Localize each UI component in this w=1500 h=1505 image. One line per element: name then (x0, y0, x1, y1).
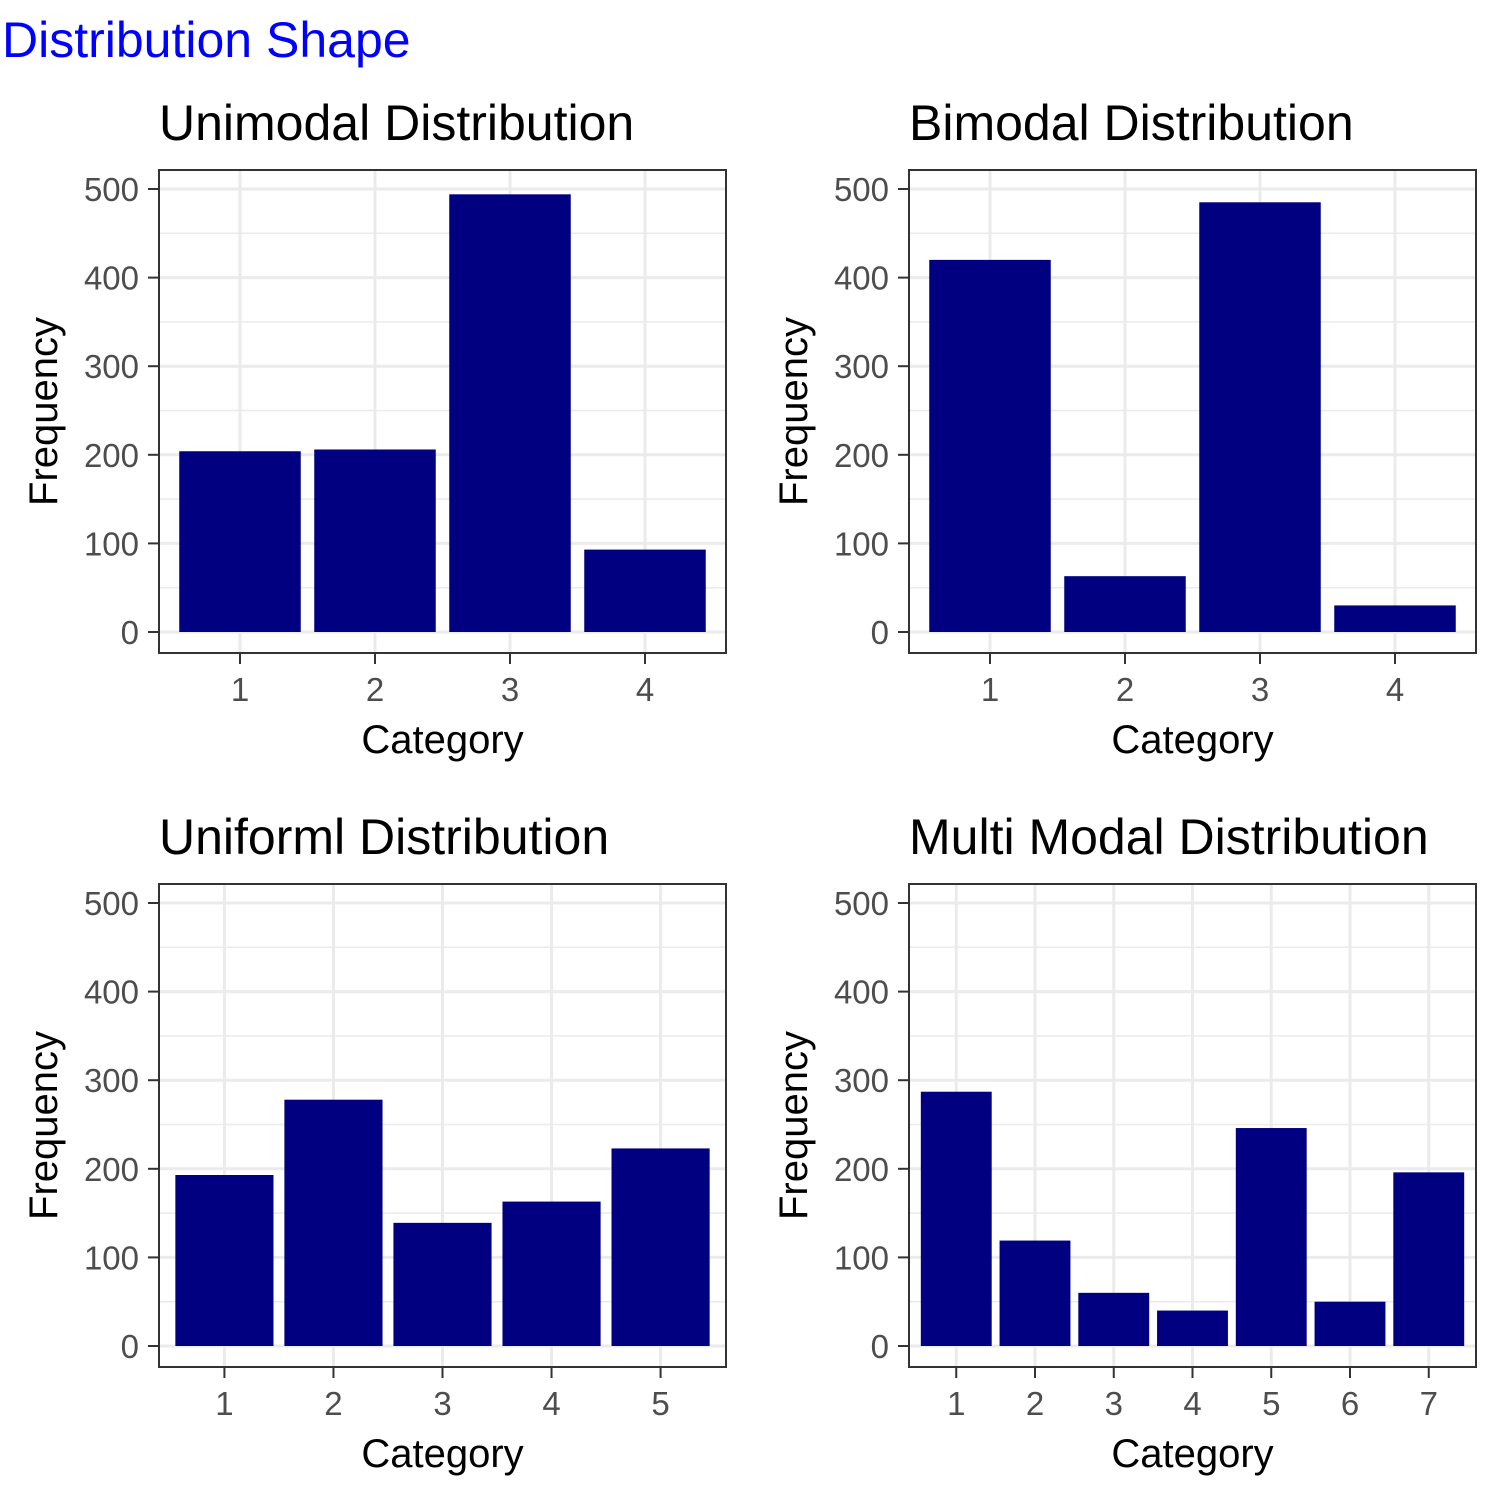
panel-title: Uniforml Distribution (159, 809, 609, 865)
y-tick-label: 400 (84, 974, 139, 1011)
bar-category-1 (175, 1175, 274, 1346)
x-tick-label: 2 (1026, 1385, 1044, 1422)
y-tick-label: 400 (834, 974, 889, 1011)
panel-3: 0 100 200 300 400 500 1 2 3 4 5 Uniforml Distributi… (22, 809, 727, 1476)
bar-category-5 (611, 1148, 710, 1346)
y-tick-label: 300 (84, 348, 139, 385)
y-tick-label: 200 (834, 1151, 889, 1188)
x-tick-label: 5 (651, 1385, 669, 1422)
panel-title: Bimodal Distribution (909, 95, 1354, 151)
x-tick-label: 4 (542, 1385, 560, 1422)
y-tick-label: 300 (84, 1062, 139, 1099)
y-axis-title: Frequency (772, 1031, 816, 1220)
y-tick-label: 400 (834, 260, 889, 297)
y-tick-label: 100 (834, 1239, 889, 1276)
bar-category-2 (284, 1099, 383, 1346)
y-tick-label: 300 (834, 348, 889, 385)
bar-category-5 (1235, 1128, 1307, 1346)
x-tick-label: 4 (636, 671, 654, 708)
bar-category-4 (1157, 1310, 1228, 1346)
x-tick-label: 2 (324, 1385, 342, 1422)
bar-category-1 (929, 259, 1051, 632)
y-tick-label: 500 (834, 171, 889, 208)
y-tick-label: 400 (84, 260, 139, 297)
x-tick-label: 3 (501, 671, 519, 708)
bar-category-1 (920, 1091, 992, 1346)
panel-4: 0 100 200 300 400 500 1 2 3 4 5 6 7 Multi Modal Distr… (772, 809, 1477, 1476)
x-tick-label: 2 (366, 671, 384, 708)
bar-category-1 (179, 451, 301, 632)
y-axis-title: Frequency (772, 317, 816, 506)
bar-category-3 (393, 1222, 492, 1346)
panel-title: Unimodal Distribution (159, 95, 634, 151)
y-tick-label: 500 (84, 171, 139, 208)
y-tick-label: 100 (834, 525, 889, 562)
plot-border (908, 169, 1477, 654)
x-tick-label: 1 (231, 671, 249, 708)
plot-border (158, 169, 727, 654)
x-axis-title: Category (361, 1432, 523, 1476)
bar-category-3 (1199, 202, 1321, 633)
x-tick-label: 3 (1105, 1385, 1123, 1422)
x-tick-label: 1 (947, 1385, 965, 1422)
y-tick-label: 100 (84, 525, 139, 562)
x-tick-label: 4 (1183, 1385, 1201, 1422)
y-tick-label: 100 (84, 1239, 139, 1276)
y-tick-label: 0 (121, 614, 139, 651)
bar-category-7 (1393, 1172, 1465, 1346)
bar-category-4 (584, 549, 706, 632)
bar-category-4 (1334, 605, 1456, 632)
y-tick-label: 300 (834, 1062, 889, 1099)
x-axis-title: Category (1111, 1432, 1273, 1476)
x-tick-label: 3 (433, 1385, 451, 1422)
x-tick-label: 2 (1116, 671, 1134, 708)
bar-category-2 (314, 449, 436, 632)
y-tick-label: 200 (84, 437, 139, 474)
y-tick-label: 0 (871, 1328, 889, 1365)
bar-category-2 (999, 1240, 1071, 1346)
panel-1: 0 100 200 300 400 500 1 2 3 4 Unimodal Distributio… (22, 95, 727, 762)
y-tick-label: 200 (84, 1151, 139, 1188)
bar-category-6 (1314, 1301, 1386, 1346)
x-tick-label: 1 (981, 671, 999, 708)
x-axis-title: Category (1111, 718, 1273, 762)
y-axis-title: Frequency (22, 1031, 66, 1220)
y-tick-label: 200 (834, 437, 889, 474)
panel-title: Multi Modal Distribution (909, 809, 1429, 865)
y-tick-label: 500 (84, 885, 139, 922)
x-tick-label: 7 (1420, 1385, 1438, 1422)
panel-2: 0 100 200 300 400 500 1 2 3 4 Bimodal Distribution… (772, 95, 1477, 762)
bar-category-2 (1064, 576, 1186, 632)
x-tick-label: 3 (1251, 671, 1269, 708)
bar-category-4 (502, 1201, 601, 1346)
x-tick-label: 1 (215, 1385, 233, 1422)
x-tick-label: 4 (1386, 671, 1404, 708)
bar-category-3 (1078, 1292, 1150, 1346)
x-axis-title: Category (361, 718, 523, 762)
x-tick-label: 5 (1262, 1385, 1280, 1422)
bar-category-3 (449, 194, 571, 633)
y-axis-title: Frequency (22, 317, 66, 506)
page-title: Distribution Shape (2, 12, 411, 68)
y-tick-label: 0 (871, 614, 889, 651)
x-tick-label: 6 (1341, 1385, 1359, 1422)
y-tick-label: 0 (121, 1328, 139, 1365)
y-tick-label: 500 (834, 885, 889, 922)
